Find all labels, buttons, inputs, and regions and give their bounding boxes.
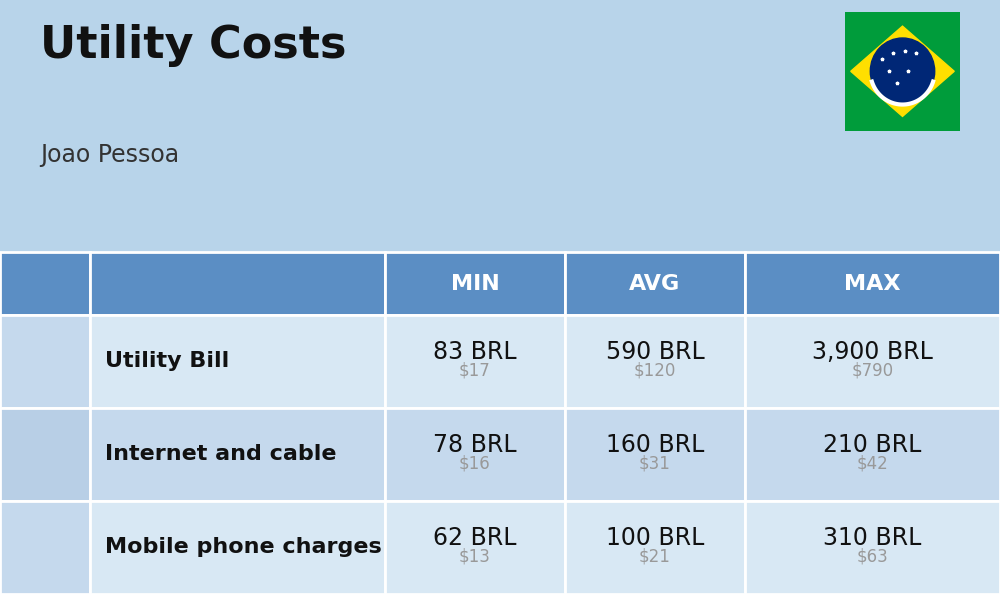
Text: 160 BRL: 160 BRL [606,433,704,457]
FancyBboxPatch shape [565,315,745,408]
Text: 83 BRL: 83 BRL [433,340,517,364]
Polygon shape [851,26,954,116]
FancyBboxPatch shape [0,315,90,408]
Text: MAX: MAX [844,274,901,293]
Text: Utility Costs: Utility Costs [40,24,347,67]
Text: 100 BRL: 100 BRL [606,526,704,550]
Circle shape [870,38,935,105]
FancyBboxPatch shape [0,501,90,594]
Text: 590 BRL: 590 BRL [606,340,704,364]
FancyBboxPatch shape [385,252,565,315]
Text: 78 BRL: 78 BRL [433,433,517,457]
Text: Utility Bill: Utility Bill [105,351,229,371]
FancyBboxPatch shape [385,315,565,408]
FancyBboxPatch shape [90,408,385,501]
FancyBboxPatch shape [565,408,745,501]
Text: $31: $31 [639,455,671,473]
Text: Mobile phone charges: Mobile phone charges [105,538,382,558]
Text: 3,900 BRL: 3,900 BRL [812,340,933,364]
FancyBboxPatch shape [745,252,1000,315]
Text: $16: $16 [459,455,491,473]
Text: $13: $13 [459,548,491,565]
Text: Joao Pessoa: Joao Pessoa [40,143,179,166]
FancyBboxPatch shape [90,252,385,315]
FancyBboxPatch shape [565,252,745,315]
Text: MIN: MIN [451,274,499,293]
FancyBboxPatch shape [90,501,385,594]
Text: 310 BRL: 310 BRL [823,526,922,550]
Text: $120: $120 [634,362,676,380]
FancyBboxPatch shape [0,252,90,315]
FancyBboxPatch shape [745,501,1000,594]
FancyBboxPatch shape [745,408,1000,501]
FancyBboxPatch shape [90,315,385,408]
Text: $790: $790 [851,362,894,380]
Text: 62 BRL: 62 BRL [433,526,517,550]
FancyBboxPatch shape [745,315,1000,408]
FancyBboxPatch shape [385,501,565,594]
FancyBboxPatch shape [0,408,90,501]
Text: $42: $42 [857,455,888,473]
Text: $21: $21 [639,548,671,565]
FancyBboxPatch shape [565,501,745,594]
Text: AVG: AVG [629,274,681,293]
Text: Internet and cable: Internet and cable [105,444,336,465]
Text: $63: $63 [857,548,888,565]
FancyBboxPatch shape [845,12,960,131]
Text: $17: $17 [459,362,491,380]
Text: 210 BRL: 210 BRL [823,433,922,457]
FancyBboxPatch shape [385,408,565,501]
